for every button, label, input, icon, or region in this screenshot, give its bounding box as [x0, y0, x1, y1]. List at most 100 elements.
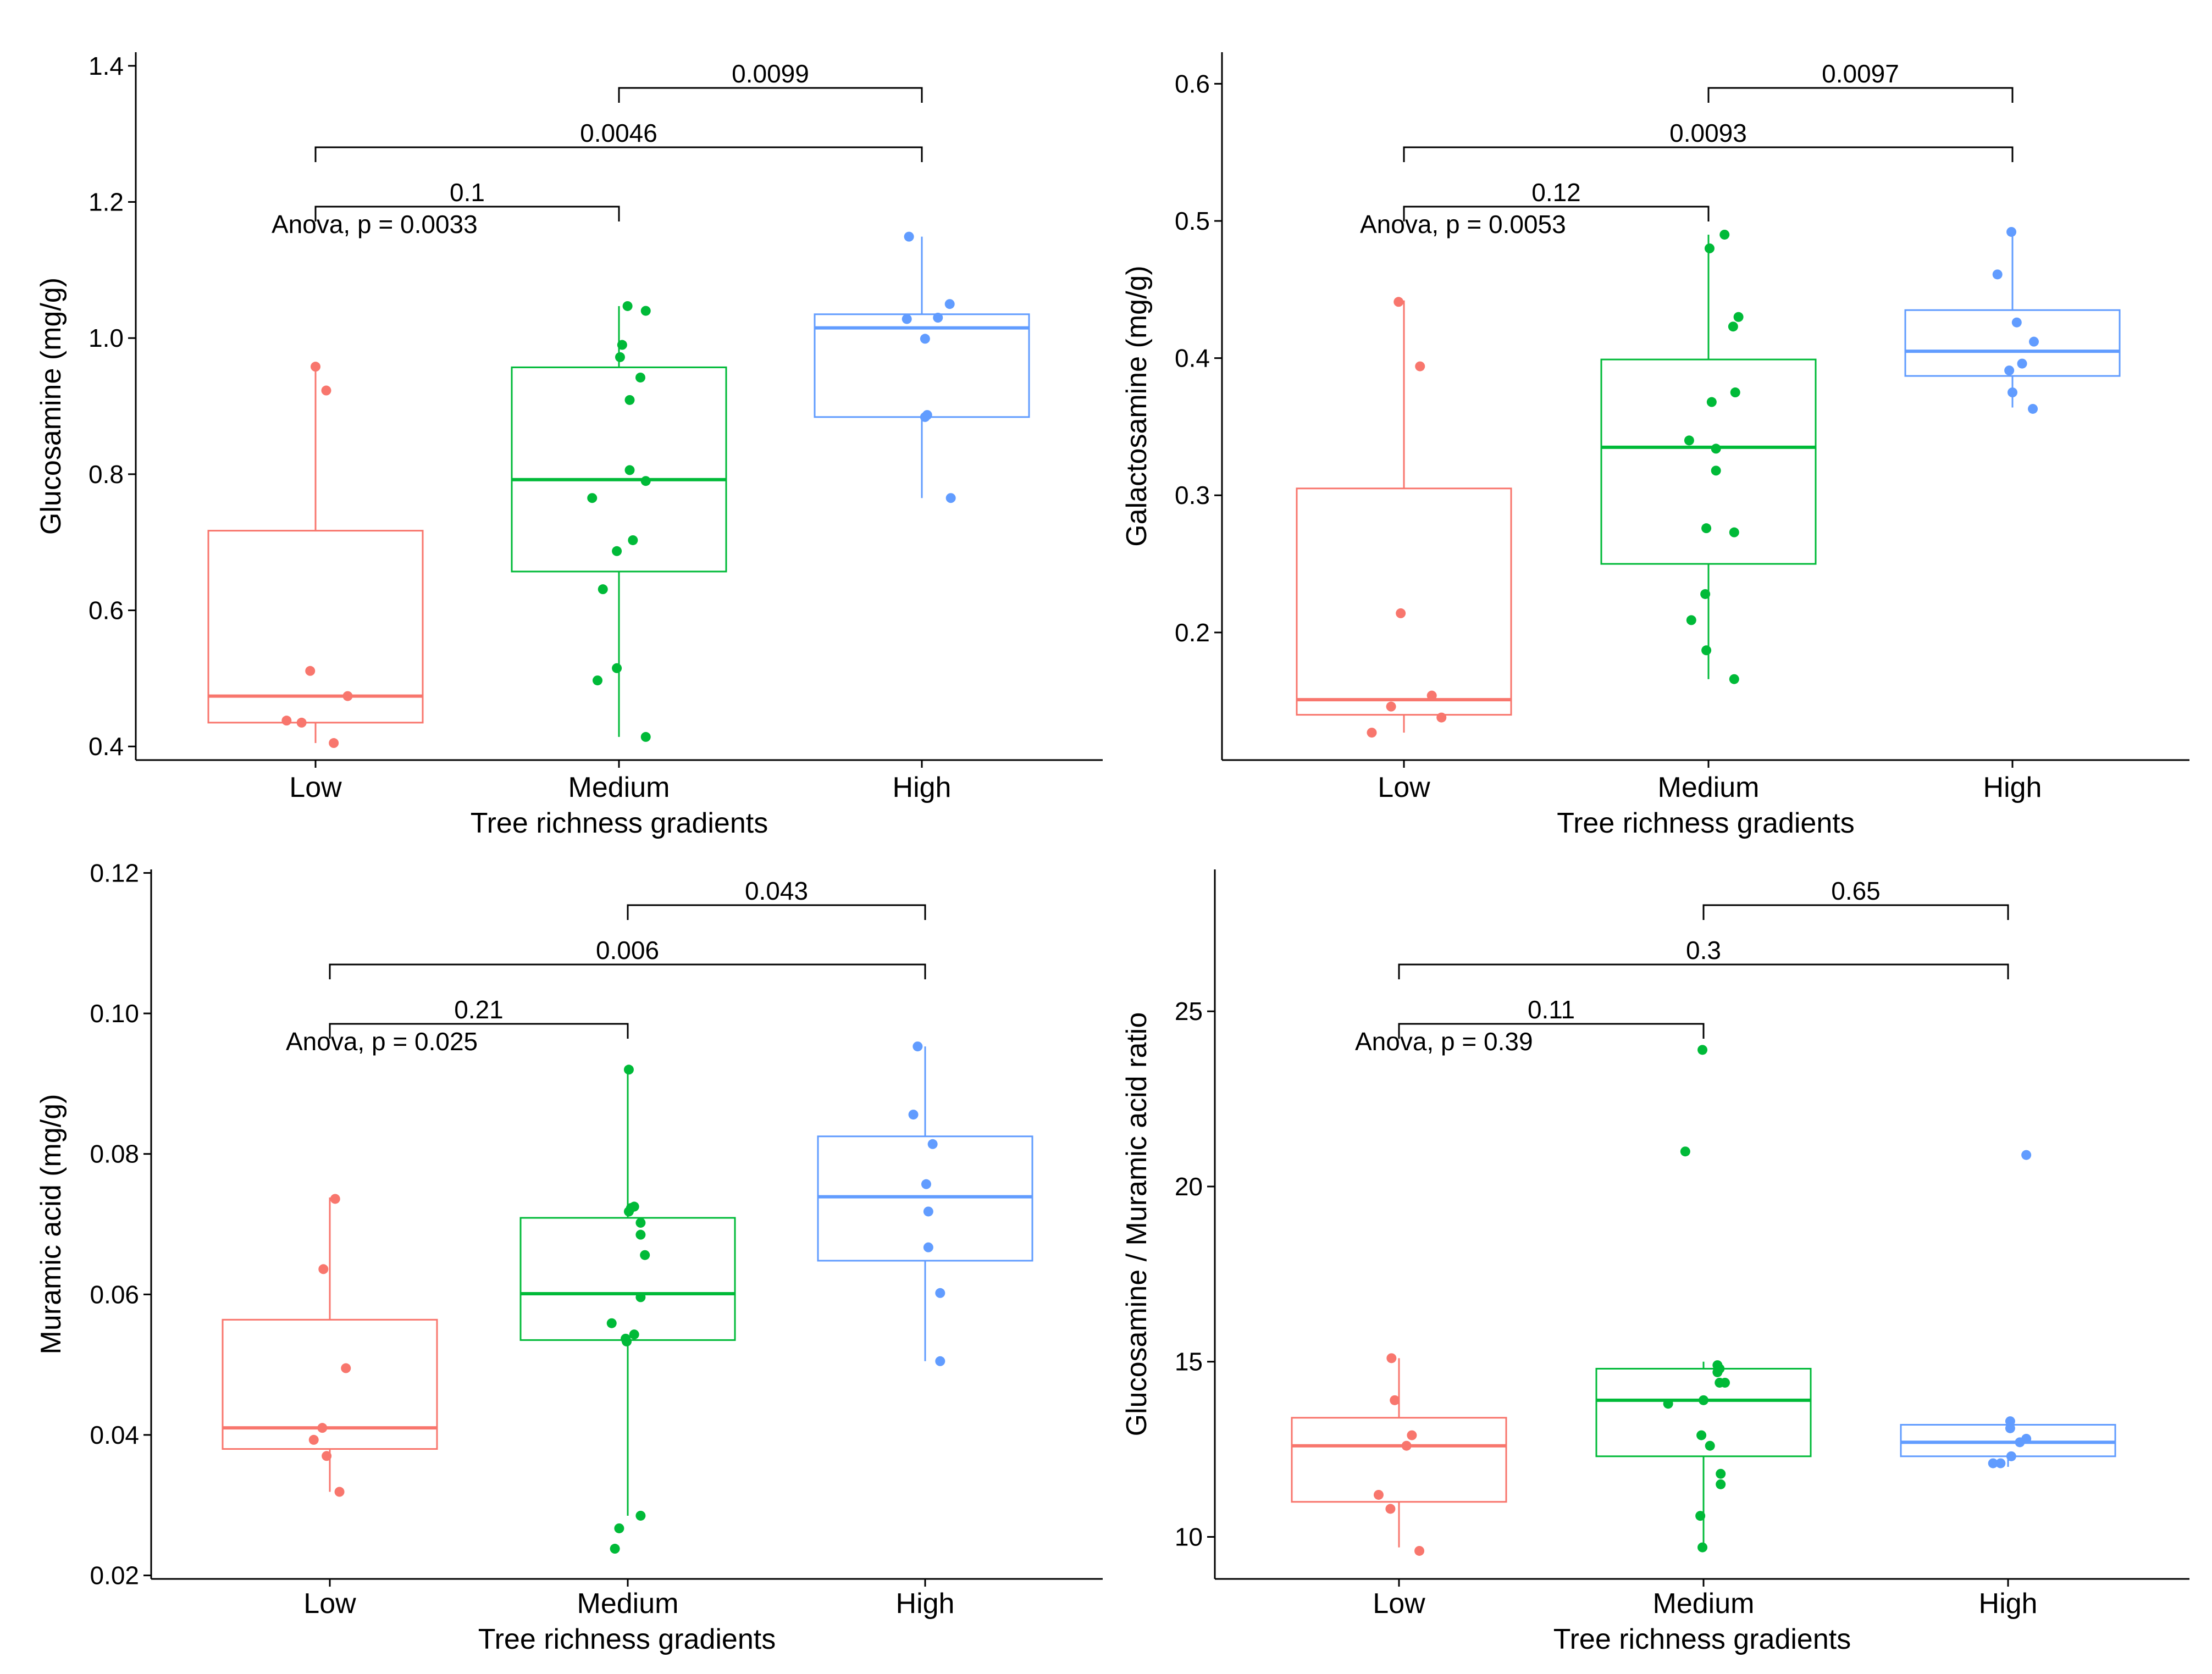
data-point-low	[305, 666, 316, 676]
y-tick-label: 0.4	[1175, 344, 1210, 373]
data-point-low	[321, 385, 331, 396]
box-high	[1904, 231, 2121, 408]
y-tick-label: 25	[1175, 997, 1203, 1026]
data-point-high	[920, 334, 930, 344]
box-iqr	[814, 313, 1030, 418]
data-point-medium	[1700, 589, 1711, 599]
data-point-low	[1415, 361, 1425, 372]
data-point-high	[2008, 387, 2017, 398]
box-high	[817, 1046, 1033, 1361]
comparison-p-value: 0.043	[745, 877, 808, 905]
data-point-low	[311, 362, 320, 372]
data-point-low	[1393, 297, 1404, 307]
data-point-medium	[629, 1329, 639, 1340]
panel-ratio: 10 15 20 25 Low Medium High Tree richness gradi…	[1121, 869, 2189, 1655]
data-point-high	[1988, 1458, 1998, 1468]
y-tick-label: 0.6	[1175, 69, 1210, 98]
data-point-medium	[1729, 674, 1739, 684]
data-point-medium	[612, 546, 622, 556]
y-axis-title: Glucosamine (mg/g)	[35, 278, 67, 535]
data-point-medium	[1705, 1440, 1715, 1451]
comparison-medium-high: 0.0097	[1707, 59, 2014, 103]
data-point-medium	[622, 301, 633, 311]
box-iqr	[1291, 1417, 1507, 1503]
data-point-low	[1407, 1430, 1417, 1440]
data-point-low	[317, 1423, 328, 1433]
data-point-high	[2005, 1416, 2015, 1427]
x-axis-title: Tree richness gradients	[478, 1623, 776, 1655]
data-point-medium	[1699, 1395, 1708, 1405]
box-iqr	[519, 1217, 736, 1341]
x-tick-label-high: High	[893, 772, 952, 803]
data-point-low	[1386, 701, 1396, 712]
data-point-low	[330, 1194, 340, 1204]
data-point-high	[2005, 1423, 2015, 1433]
comparison-bracket	[1403, 206, 1710, 221]
x-tick-label-low: Low	[1378, 772, 1430, 803]
data-point-medium	[1680, 1146, 1690, 1157]
x-tick-label-low: Low	[289, 772, 342, 803]
x-tick-label-medium: Medium	[568, 772, 670, 803]
y-tick-label: 10	[1175, 1522, 1203, 1551]
comparison-p-value: 0.0093	[1669, 119, 1747, 147]
comparison-bracket	[1403, 146, 2014, 162]
data-point-low	[281, 716, 292, 726]
box-low	[1296, 300, 1512, 733]
data-point-high	[933, 313, 943, 323]
data-point-low	[296, 717, 307, 728]
box-low	[207, 367, 424, 744]
data-point-low	[1390, 1395, 1400, 1405]
data-point-medium	[606, 1318, 617, 1328]
comparison-medium-high: 0.0099	[618, 59, 923, 103]
y-tick-label: 0.08	[90, 1140, 139, 1168]
data-point-medium	[635, 1292, 646, 1302]
y-tick-label: 0.04	[90, 1421, 139, 1449]
data-point-medium	[610, 1544, 620, 1554]
y-tick-label: 1.4	[89, 52, 124, 80]
box-iqr	[1904, 309, 2121, 377]
y-tick-label: 15	[1175, 1348, 1203, 1376]
data-point-medium	[623, 1206, 634, 1217]
box-low	[222, 1197, 438, 1492]
data-point-high	[2004, 365, 2015, 376]
comparison-bracket	[1398, 1023, 1705, 1039]
data-point-low	[1436, 712, 1447, 723]
data-point-high	[1992, 269, 2003, 280]
data-point-high	[923, 1206, 933, 1217]
data-point-low	[1426, 690, 1437, 701]
y-tick-label: 20	[1175, 1172, 1203, 1201]
data-point-high	[2021, 1150, 2032, 1160]
data-point-medium	[615, 352, 625, 362]
data-point-high	[2017, 358, 2027, 369]
data-point-medium	[624, 465, 635, 475]
box-iqr	[1296, 487, 1512, 716]
data-point-medium	[635, 372, 645, 383]
comparison-bracket	[1707, 87, 2014, 103]
data-point-low	[322, 1451, 332, 1461]
anova-label: Anova, p = 0.0053	[1360, 210, 1566, 239]
data-point-medium	[1711, 465, 1721, 476]
data-point-low	[1401, 1440, 1412, 1451]
data-point-high	[913, 1041, 923, 1052]
comparison-p-value: 0.3	[1686, 936, 1721, 965]
y-tick-label: 0.4	[89, 732, 124, 761]
data-point-medium	[1697, 1045, 1708, 1055]
data-point-medium	[1716, 1468, 1726, 1479]
data-point-medium	[1706, 397, 1717, 407]
y-tick-label: 0.12	[90, 858, 139, 887]
comparison-bracket	[1398, 963, 2009, 979]
data-point-medium	[1728, 322, 1738, 332]
x-axis-title: Tree richness gradients	[1557, 807, 1854, 839]
data-point-medium	[1701, 523, 1712, 534]
y-axis-title: Galactosamine (mg/g)	[1121, 265, 1153, 547]
box-medium	[519, 1069, 736, 1516]
comparison-low-medium: 0.12	[1403, 178, 1710, 221]
y-tick-label: 0.10	[90, 999, 139, 1028]
x-tick-label-high: High	[1979, 1588, 2038, 1620]
data-point-low	[1396, 608, 1406, 618]
comparison-low-high: 0.0046	[314, 119, 923, 162]
x-tick-label-high: High	[1983, 772, 2042, 803]
data-point-high	[935, 1356, 945, 1366]
comparison-bracket	[329, 963, 926, 979]
